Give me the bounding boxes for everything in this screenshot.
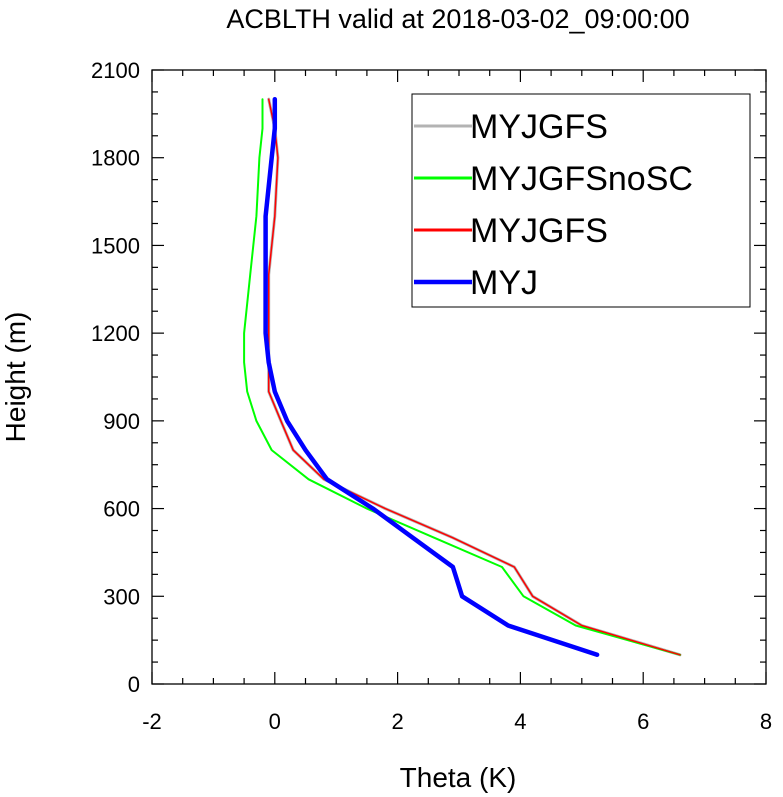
y-axis-label: Height (m) xyxy=(0,312,31,443)
legend-box xyxy=(411,93,751,308)
y-tick-label: 1200 xyxy=(91,321,140,346)
y-tick-label: 900 xyxy=(103,409,140,434)
x-tick-label: 0 xyxy=(269,709,281,734)
x-tick-label: 4 xyxy=(514,709,526,734)
series-layer xyxy=(243,96,682,658)
y-tick-label: 2100 xyxy=(91,58,140,83)
y-tick-label: 1800 xyxy=(91,146,140,171)
legend-label: MYJ xyxy=(470,264,538,302)
chart-title: ACBLTH valid at 2018-03-02_09:00:00 xyxy=(226,4,689,34)
legend-label: MYJGFSnoSC xyxy=(470,160,693,198)
y-tick-label: 300 xyxy=(103,584,140,609)
legend: MYJGFS MYJGFSnoSC MYJGFS MYJ xyxy=(411,93,751,308)
y-tick-label: 0 xyxy=(128,672,140,697)
legend-label: MYJGFS xyxy=(470,108,608,146)
x-tick-label: -2 xyxy=(142,709,162,734)
series-line-myjgfs-2 xyxy=(267,98,681,656)
series-line-myjgfsnosc-1 xyxy=(243,98,681,656)
legend-label: MYJGFS xyxy=(470,212,608,250)
y-tick-label: 1500 xyxy=(91,233,140,258)
x-tick-label: 6 xyxy=(637,709,649,734)
y-tick-label: 600 xyxy=(103,497,140,522)
series-line-myj-3 xyxy=(263,96,600,658)
x-axis-label: Theta (K) xyxy=(400,762,517,793)
x-tick-label: 8 xyxy=(760,709,772,734)
x-tick-label: 2 xyxy=(391,709,403,734)
